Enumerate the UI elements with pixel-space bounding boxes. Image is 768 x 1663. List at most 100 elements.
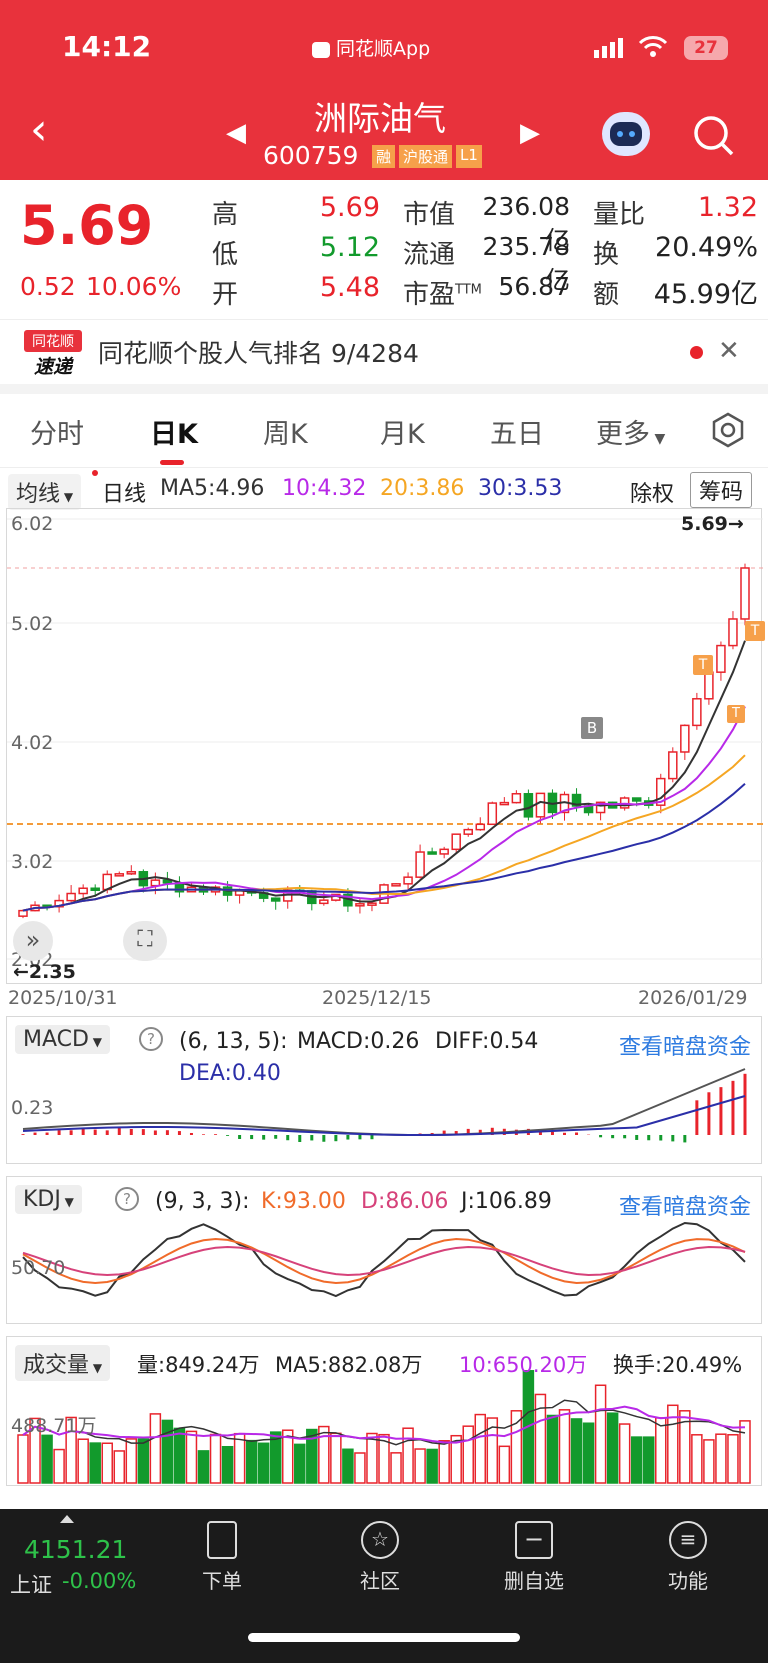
volume-panel[interactable]: 成交量 ▼ 量:849.24万 MA5:882.08万 10:650.20万 换… xyxy=(6,1336,762,1486)
volume-bar xyxy=(679,1410,691,1484)
candle-body xyxy=(90,887,100,891)
back-button[interactable]: ‹ xyxy=(30,104,48,155)
volume-bar xyxy=(366,1432,378,1484)
index-name: 上证 xyxy=(10,1573,52,1597)
t-signal-badge[interactable]: T xyxy=(745,621,765,641)
volume-bar xyxy=(77,1438,89,1484)
dark-pool-link[interactable]: 查看暗盘资金 xyxy=(619,1035,752,1060)
candle-body xyxy=(415,851,425,878)
nav-order[interactable]: 下单 xyxy=(172,1521,272,1594)
tab-daily-k[interactable]: 日K xyxy=(150,419,198,450)
ma-type-select[interactable]: 均线 ▼ xyxy=(8,474,82,510)
volume-bar xyxy=(667,1404,679,1484)
volume-bar xyxy=(65,1416,77,1484)
close-icon[interactable]: ✕ xyxy=(718,336,740,366)
candle-body xyxy=(403,876,413,885)
j-line xyxy=(22,1221,746,1298)
pe-value: 56.87 xyxy=(498,272,570,301)
app-logo-icon xyxy=(312,41,330,58)
unread-dot xyxy=(690,346,703,359)
volume-bar xyxy=(342,1448,354,1484)
kline-chart[interactable]: 6.02 5.02 4.02 3.02 2.02 5.69→ ←2.35 » ⛶… xyxy=(6,508,765,984)
ma10-value: 10:4.32 xyxy=(282,476,367,501)
macd-select[interactable]: MACD ▼ xyxy=(15,1025,110,1054)
ma20-value: 20:3.86 xyxy=(380,476,465,501)
kdj-select[interactable]: KDJ ▼ xyxy=(15,1185,82,1214)
tab-intraday[interactable]: 分时 xyxy=(30,419,84,450)
volume-bar xyxy=(161,1419,174,1484)
tab-monthly-k[interactable]: 月K xyxy=(380,419,425,450)
kdj-y-label: 50.70 xyxy=(11,1257,66,1279)
candle-body xyxy=(270,897,281,902)
volume-svg xyxy=(17,1370,751,1484)
candle-body xyxy=(126,871,137,875)
t-signal-badge[interactable]: T xyxy=(693,655,713,675)
mv-label: 市值 xyxy=(403,200,456,230)
buy-signal-badge[interactable]: B xyxy=(581,717,603,739)
volume-bar xyxy=(739,1420,751,1484)
indicator-dot xyxy=(92,470,98,476)
volume-bar xyxy=(510,1410,523,1484)
kline-svg xyxy=(7,518,763,960)
expand-up-icon[interactable] xyxy=(60,1515,74,1523)
prev-stock-button[interactable]: ◀ xyxy=(226,118,246,148)
macd-svg xyxy=(21,1068,747,1143)
ex-rights-button[interactable]: 除权 xyxy=(630,482,675,507)
help-icon[interactable]: ? xyxy=(139,1027,163,1051)
macd-y-label: 0.23 xyxy=(11,1097,54,1119)
volume-select[interactable]: 成交量 ▼ xyxy=(15,1345,111,1381)
dark-pool-link[interactable]: 查看暗盘资金 xyxy=(619,1195,752,1220)
popularity-banner[interactable]: 同花顺 速递 同花顺个股人气排名 9/4284 ✕ xyxy=(0,320,768,390)
diff-line xyxy=(22,1068,746,1137)
candle-body xyxy=(535,792,546,818)
volume-bar xyxy=(101,1442,113,1484)
volume-bar xyxy=(606,1412,619,1484)
robot-assistant-icon[interactable] xyxy=(602,112,650,156)
macd-panel[interactable]: MACD ▼ ? (6, 13, 5): MACD:0.26 DIFF:0.54… xyxy=(6,1016,762,1164)
candle-body xyxy=(740,567,750,620)
home-indicator xyxy=(248,1633,520,1642)
search-icon[interactable] xyxy=(692,114,736,162)
open-value: 5.48 xyxy=(319,272,380,303)
chips-button[interactable]: 筹码 xyxy=(690,472,753,508)
tab-more[interactable]: 更多 ▼ xyxy=(596,419,666,450)
help-icon[interactable]: ? xyxy=(115,1187,139,1211)
nav-functions[interactable]: ≡ 功能 xyxy=(638,1521,738,1594)
tab-weekly-k[interactable]: 周K xyxy=(263,419,308,450)
nav-community[interactable]: ☆ 社区 xyxy=(330,1521,430,1594)
t-signal-badge[interactable]: T xyxy=(727,705,745,723)
quote-panel: 5.69 0.52 10.06% 高 低 开 5.69 5.12 5.48 市值… xyxy=(0,180,768,320)
last-price: 5.69 xyxy=(20,194,154,257)
macd-params: (6, 13, 5): xyxy=(179,1029,288,1054)
high-value: 5.69 xyxy=(319,192,380,223)
candle-body xyxy=(427,851,437,855)
volume-bar xyxy=(113,1450,126,1484)
volume-ma5-line xyxy=(22,1399,746,1446)
index-value[interactable]: 4151.21 xyxy=(24,1535,128,1564)
kdj-panel[interactable]: KDJ ▼ ? (9, 3, 3): K:93.00 D:86.06 J:106… xyxy=(6,1176,762,1324)
turnover-label: 换 xyxy=(593,240,620,270)
expand-left-icon[interactable]: » xyxy=(13,921,53,961)
remove-watchlist-icon: − xyxy=(515,1521,553,1559)
volume-bar xyxy=(17,1434,29,1484)
volume-bar xyxy=(691,1434,703,1484)
d-value: D:86.06 xyxy=(361,1189,449,1214)
next-stock-button[interactable]: ▶ xyxy=(520,118,540,148)
fullscreen-icon[interactable]: ⛶ xyxy=(123,921,167,961)
nav-remove-watchlist[interactable]: − 删自选 xyxy=(484,1521,584,1594)
candle-body xyxy=(692,698,702,727)
candle-body xyxy=(523,793,534,818)
tab-five-day[interactable]: 五日 xyxy=(490,419,544,450)
volume-bar xyxy=(294,1443,306,1484)
active-tab-indicator xyxy=(160,460,184,465)
volume-bar xyxy=(438,1440,450,1484)
volume-bar xyxy=(173,1427,186,1484)
volume-bar xyxy=(330,1432,342,1484)
low-label: 低 xyxy=(212,240,239,270)
volume-bar xyxy=(402,1427,414,1484)
app-header: 14:12 同花顺App 27 ‹ ◀ ▶ 洲际油气 600759 融 沪股通 … xyxy=(0,0,768,180)
candle-body xyxy=(319,899,329,905)
volume-bar xyxy=(125,1438,138,1484)
battery-icon: 27 xyxy=(684,36,728,60)
settings-hexagon-icon[interactable] xyxy=(710,412,746,452)
